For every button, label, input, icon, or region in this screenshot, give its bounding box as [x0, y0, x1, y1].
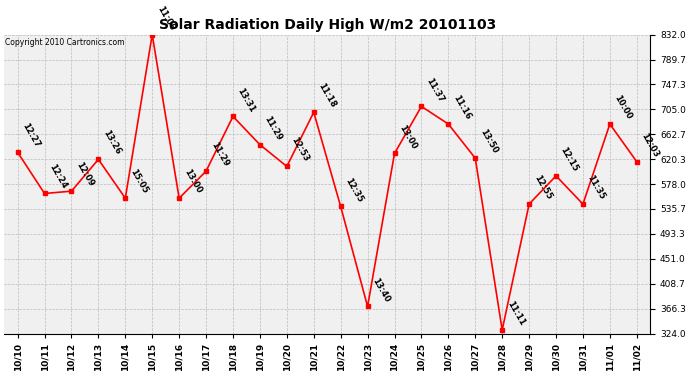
Text: 12:24: 12:24 [48, 163, 68, 191]
Text: 12:15: 12:15 [559, 145, 580, 173]
Text: 11:06: 11:06 [155, 4, 176, 32]
Text: 13:26: 13:26 [101, 129, 122, 157]
Text: 12:27: 12:27 [21, 122, 41, 150]
Text: 11:29: 11:29 [263, 114, 284, 142]
Text: 13:50: 13:50 [478, 128, 499, 155]
Text: 12:03: 12:03 [640, 131, 660, 159]
Text: 11:29: 11:29 [209, 141, 230, 168]
Text: 13:00: 13:00 [182, 168, 203, 195]
Text: 13:00: 13:00 [397, 123, 418, 151]
Text: 11:35: 11:35 [586, 174, 607, 201]
Text: 12:53: 12:53 [290, 136, 310, 164]
Text: 13:31: 13:31 [236, 86, 257, 114]
Text: 10:00: 10:00 [613, 94, 633, 121]
Text: 11:11: 11:11 [505, 300, 526, 327]
Title: Solar Radiation Daily High W/m2 20101103: Solar Radiation Daily High W/m2 20101103 [159, 18, 496, 32]
Text: 11:16: 11:16 [451, 93, 473, 121]
Text: 12:55: 12:55 [532, 174, 553, 201]
Text: 11:37: 11:37 [424, 76, 445, 104]
Text: Copyright 2010 Cartronics.com: Copyright 2010 Cartronics.com [6, 38, 125, 46]
Text: 12:09: 12:09 [75, 161, 95, 188]
Text: 13:40: 13:40 [371, 276, 391, 304]
Text: 15:05: 15:05 [128, 168, 149, 195]
Text: 12:35: 12:35 [344, 176, 364, 204]
Text: 11:18: 11:18 [317, 82, 337, 110]
